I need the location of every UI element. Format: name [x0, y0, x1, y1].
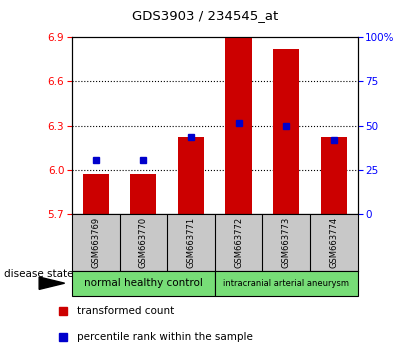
Text: disease state: disease state [4, 269, 74, 279]
Bar [83, 175, 109, 214]
Text: GSM663771: GSM663771 [187, 217, 196, 268]
Bar [178, 137, 204, 214]
Text: GSM663773: GSM663773 [282, 217, 291, 268]
Text: percentile rank within the sample: percentile rank within the sample [77, 332, 253, 342]
Text: GDS3903 / 234545_at: GDS3903 / 234545_at [132, 10, 279, 22]
Text: transformed count: transformed count [77, 306, 175, 316]
Text: GSM663772: GSM663772 [234, 217, 243, 268]
Text: GSM663770: GSM663770 [139, 217, 148, 268]
Text: normal healthy control: normal healthy control [84, 278, 203, 288]
Bar [226, 37, 252, 214]
Text: GSM663769: GSM663769 [91, 217, 100, 268]
Bar [273, 49, 299, 214]
Text: GSM663774: GSM663774 [329, 217, 338, 268]
Bar [72, 271, 215, 296]
Text: intracranial arterial aneurysm: intracranial arterial aneurysm [223, 279, 349, 288]
Bar [130, 175, 157, 214]
Polygon shape [39, 277, 65, 290]
Bar [321, 137, 347, 214]
Bar [215, 271, 358, 296]
